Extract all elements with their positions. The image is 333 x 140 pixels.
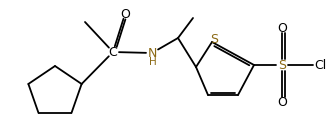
Text: N: N	[147, 46, 157, 60]
Text: S: S	[210, 32, 218, 46]
Text: H: H	[149, 57, 157, 67]
Text: O: O	[277, 95, 287, 108]
Text: O: O	[120, 8, 130, 20]
Text: O: O	[277, 22, 287, 34]
Text: S: S	[278, 59, 286, 72]
Text: C: C	[109, 46, 117, 59]
Text: Cl: Cl	[314, 59, 326, 72]
